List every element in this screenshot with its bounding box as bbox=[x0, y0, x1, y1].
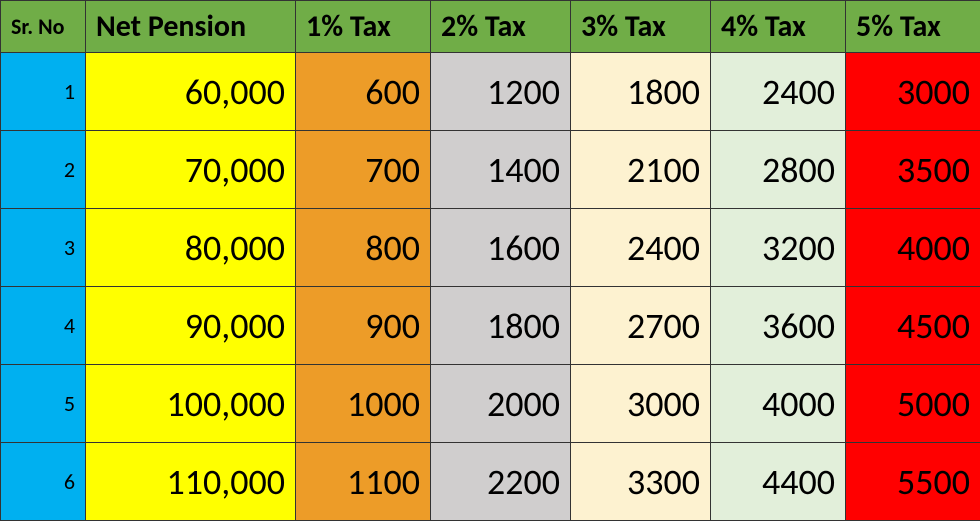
table-header-row: Sr. NoNet Pension1% Tax2% Tax3% Tax4% Ta… bbox=[1, 1, 980, 53]
col-header-2: 1% Tax bbox=[296, 1, 431, 53]
cell-3-5: 3600 bbox=[711, 287, 846, 365]
cell-0-5: 2400 bbox=[711, 53, 846, 131]
cell-5-2: 1100 bbox=[296, 443, 431, 521]
cell-5-5: 4400 bbox=[711, 443, 846, 521]
cell-1-5: 2800 bbox=[711, 131, 846, 209]
col-header-6: 5% Tax bbox=[846, 1, 980, 53]
cell-2-5: 3200 bbox=[711, 209, 846, 287]
cell-1-6: 3500 bbox=[846, 131, 980, 209]
cell-2-1: 80,000 bbox=[86, 209, 296, 287]
cell-0-3: 1200 bbox=[431, 53, 571, 131]
cell-1-3: 1400 bbox=[431, 131, 571, 209]
col-header-1: Net Pension bbox=[86, 1, 296, 53]
cell-0-2: 600 bbox=[296, 53, 431, 131]
cell-4-2: 1000 bbox=[296, 365, 431, 443]
cell-1-4: 2100 bbox=[571, 131, 711, 209]
cell-5-1: 110,000 bbox=[86, 443, 296, 521]
cell-2-6: 4000 bbox=[846, 209, 980, 287]
cell-0-6: 3000 bbox=[846, 53, 980, 131]
table-row: 270,0007001400210028003500 bbox=[1, 131, 980, 209]
cell-3-2: 900 bbox=[296, 287, 431, 365]
cell-3-3: 1800 bbox=[431, 287, 571, 365]
table-row: 380,0008001600240032004000 bbox=[1, 209, 980, 287]
col-header-4: 3% Tax bbox=[571, 1, 711, 53]
cell-3-1: 90,000 bbox=[86, 287, 296, 365]
cell-4-0: 5 bbox=[1, 365, 86, 443]
cell-4-6: 5000 bbox=[846, 365, 980, 443]
cell-5-3: 2200 bbox=[431, 443, 571, 521]
cell-0-1: 60,000 bbox=[86, 53, 296, 131]
cell-1-0: 2 bbox=[1, 131, 86, 209]
cell-4-1: 100,000 bbox=[86, 365, 296, 443]
cell-3-0: 4 bbox=[1, 287, 86, 365]
cell-4-3: 2000 bbox=[431, 365, 571, 443]
cell-0-0: 1 bbox=[1, 53, 86, 131]
table-row: 160,0006001200180024003000 bbox=[1, 53, 980, 131]
cell-1-1: 70,000 bbox=[86, 131, 296, 209]
table-row: 5100,00010002000300040005000 bbox=[1, 365, 980, 443]
cell-5-4: 3300 bbox=[571, 443, 711, 521]
col-header-3: 2% Tax bbox=[431, 1, 571, 53]
cell-2-0: 3 bbox=[1, 209, 86, 287]
pension-tax-table: Sr. NoNet Pension1% Tax2% Tax3% Tax4% Ta… bbox=[0, 0, 980, 521]
table-row: 6110,00011002200330044005500 bbox=[1, 443, 980, 521]
cell-5-0: 6 bbox=[1, 443, 86, 521]
cell-2-2: 800 bbox=[296, 209, 431, 287]
cell-0-4: 1800 bbox=[571, 53, 711, 131]
table-row: 490,0009001800270036004500 bbox=[1, 287, 980, 365]
cell-3-4: 2700 bbox=[571, 287, 711, 365]
cell-3-6: 4500 bbox=[846, 287, 980, 365]
cell-2-3: 1600 bbox=[431, 209, 571, 287]
cell-4-5: 4000 bbox=[711, 365, 846, 443]
col-header-5: 4% Tax bbox=[711, 1, 846, 53]
cell-2-4: 2400 bbox=[571, 209, 711, 287]
col-header-0: Sr. No bbox=[1, 1, 86, 53]
cell-5-6: 5500 bbox=[846, 443, 980, 521]
cell-1-2: 700 bbox=[296, 131, 431, 209]
cell-4-4: 3000 bbox=[571, 365, 711, 443]
